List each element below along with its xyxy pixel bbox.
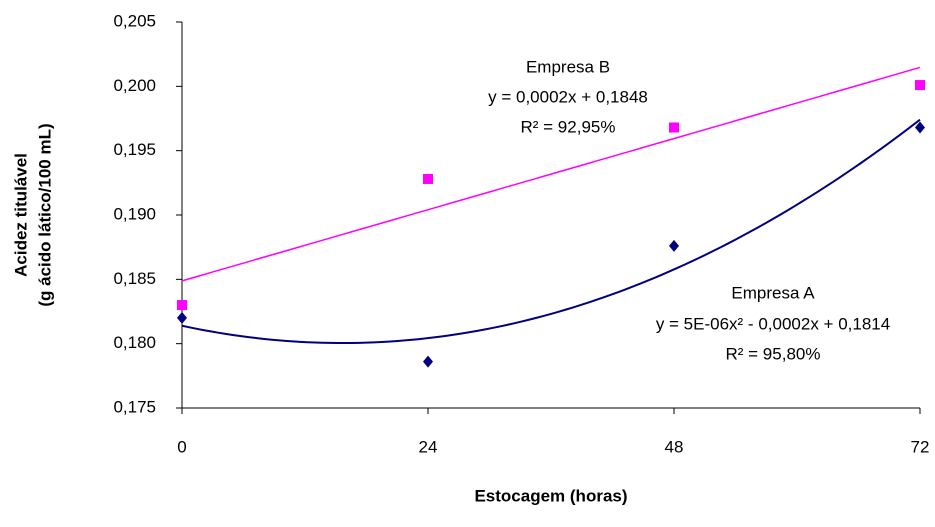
y-tick-label: 0,185 (113, 269, 156, 288)
y-tick-label: 0,190 (113, 204, 156, 223)
series-label: Empresa B (526, 57, 610, 76)
point (915, 80, 925, 91)
x-tick-label: 0 (177, 437, 186, 456)
y-tick-label: 0,175 (113, 397, 156, 416)
trend-r2: R² = 92,95% (521, 117, 616, 136)
y-tick-label: 0,205 (113, 11, 156, 30)
point (177, 300, 187, 311)
trendline (181, 66, 921, 282)
x-tick-label: 72 (911, 437, 930, 456)
y-axis-title: Acidez titulável (11, 153, 30, 277)
x-tick-label: 24 (419, 437, 438, 456)
y-axis-title: (g ácido lático/100 mL) (35, 123, 54, 306)
x-axis-title: Estocagem (horas) (474, 486, 627, 505)
y-tick-label: 0,180 (113, 333, 156, 352)
x-tick-label: 48 (665, 437, 684, 456)
point (177, 311, 187, 324)
point (423, 173, 433, 184)
trend-equation: y = 0,0002x + 0,1848 (488, 87, 648, 106)
trendline (181, 118, 921, 345)
point (669, 122, 679, 133)
series-label: Empresa A (731, 283, 815, 302)
y-tick-label: 0,195 (113, 140, 156, 159)
point (423, 355, 433, 368)
point (915, 121, 925, 134)
trend-equation: y = 5E-06x² - 0,0002x + 0,1814 (656, 314, 890, 333)
y-tick-label: 0,200 (113, 76, 156, 95)
point (669, 239, 679, 252)
trend-r2: R² = 95,80% (726, 344, 821, 363)
